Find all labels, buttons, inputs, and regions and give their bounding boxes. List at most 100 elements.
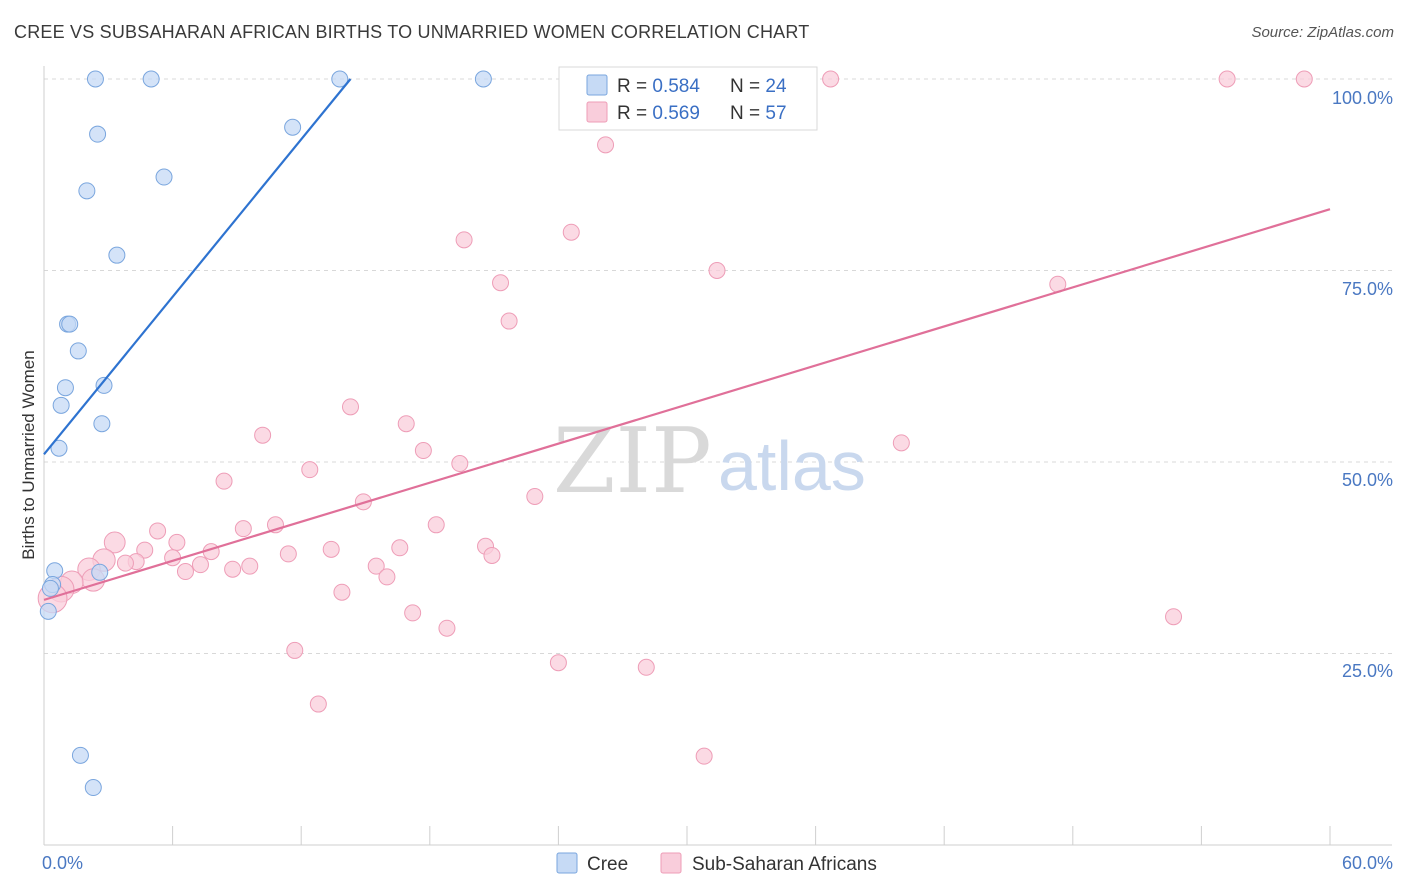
source-credit: Source: ZipAtlas.com (1251, 24, 1394, 41)
ssa-point (103, 531, 126, 554)
legend-n-value: 57 (765, 103, 786, 124)
ssa-point (116, 554, 134, 572)
ssa-point (215, 472, 233, 490)
ssa-point (397, 415, 415, 433)
cree-point (52, 396, 70, 414)
ssa-point (637, 658, 655, 676)
cree-point (155, 168, 173, 186)
cree-point (71, 746, 89, 764)
ssa-point (597, 136, 615, 154)
y-tick-label: 25.0% (1342, 661, 1393, 681)
ssa-point (367, 557, 385, 575)
ssa-point (822, 70, 840, 88)
legend-swatch-cree (586, 74, 608, 96)
y-tick-label: 50.0% (1342, 470, 1393, 490)
y-tick-label: 100.0% (1332, 88, 1393, 108)
legend-n-value: 24 (765, 76, 787, 97)
ssa-point (241, 557, 259, 575)
legend-n-label: N = (730, 76, 765, 97)
ssa-point (309, 695, 327, 713)
watermark-atlas: atlas (718, 427, 866, 505)
legend-r-value: 0.584 (652, 76, 700, 97)
ssa-point (224, 560, 242, 578)
axes (43, 66, 1392, 846)
legend-n-label: N = (730, 103, 765, 124)
legend-n-cree: N = 24 (730, 76, 787, 97)
ssa-point (414, 442, 432, 460)
bottom-legend-swatch-ssa (660, 852, 682, 874)
ssa-point (378, 568, 396, 586)
cree-point (331, 70, 349, 88)
ssa-point (136, 541, 154, 559)
ssa-point (234, 520, 252, 538)
ssa-point (176, 563, 194, 581)
legend-r-label: R = (617, 76, 652, 97)
ssa-point (455, 231, 473, 249)
ssa-point (286, 641, 304, 659)
cree-point (84, 779, 102, 797)
chart-title: CREE VS SUBSAHARAN AFRICAN BIRTHS TO UNM… (14, 22, 810, 42)
cree-point (61, 315, 79, 333)
cree-point (89, 125, 107, 143)
ssa-point (391, 539, 409, 557)
ssa-point (341, 398, 359, 416)
legend: R = 0.584 N = 24 R = 0.569 N = 57 (558, 66, 818, 131)
ssa-point (1165, 608, 1183, 626)
trendlines (43, 78, 1331, 601)
ssa-point (695, 747, 713, 765)
cree-point (86, 70, 104, 88)
cree-point (108, 246, 126, 264)
legend-n-ssa: N = 57 (730, 103, 787, 124)
ssa-point (427, 516, 445, 534)
x-tick-label-max: 60.0% (1342, 853, 1393, 873)
cree-point (91, 563, 109, 581)
watermark-zip: ZIP (553, 409, 712, 514)
ssa-trendline (43, 208, 1331, 601)
legend-r-value: 0.569 (652, 103, 700, 124)
ssa-point (549, 654, 567, 672)
y-tick-label: 75.0% (1342, 279, 1393, 299)
cree-point (474, 70, 492, 88)
ssa-point (301, 461, 319, 479)
bottom-legend: Cree Sub-Saharan Africans (556, 852, 877, 875)
cree-point (95, 376, 113, 394)
ssa-point (562, 223, 580, 241)
ssa-point (1218, 70, 1236, 88)
cree-point (50, 439, 68, 457)
ssa-point (333, 583, 351, 601)
ssa-point (168, 533, 186, 551)
legend-r-label: R = (617, 103, 652, 124)
x-tick-label-min: 0.0% (42, 853, 83, 873)
legend-row-ssa: R = 0.569 (617, 103, 700, 124)
cree-point (56, 379, 74, 397)
ssa-point (438, 619, 456, 637)
cree-point (41, 579, 59, 597)
ssa-point (254, 426, 272, 444)
ssa-point (149, 522, 167, 540)
cree-point (142, 70, 160, 88)
bottom-legend-label-ssa: Sub-Saharan Africans (692, 854, 877, 875)
cree-trendline (43, 78, 352, 456)
ssa-point (500, 312, 518, 330)
ssa-point (451, 455, 469, 473)
ssa-point (483, 546, 501, 564)
legend-row-cree: R = 0.584 (617, 76, 700, 97)
bottom-legend-label-cree: Cree (587, 854, 628, 875)
ssa-point (191, 556, 209, 574)
cree-point (69, 342, 87, 360)
ssa-point (279, 545, 297, 563)
ssa-point (404, 604, 422, 622)
y-tick-labels: 100.0% 75.0% 50.0% 25.0% (1332, 88, 1393, 681)
ssa-point (1295, 70, 1313, 88)
ssa-point (526, 487, 544, 505)
bottom-legend-swatch-cree (556, 852, 578, 874)
ssa-point (708, 262, 726, 279)
legend-swatch-ssa (586, 101, 608, 123)
cree-point (93, 415, 111, 433)
ssa-point (322, 540, 340, 558)
ssa-point (892, 434, 910, 452)
cree-point (284, 118, 302, 136)
ssa-point (492, 274, 510, 292)
y-axis-label: Births to Unmarried Women (19, 350, 38, 559)
